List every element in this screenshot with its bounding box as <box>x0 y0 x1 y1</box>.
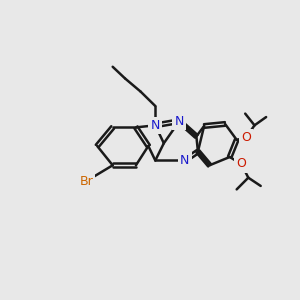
Text: N: N <box>180 154 189 167</box>
Text: Br: Br <box>80 175 93 188</box>
Text: N: N <box>175 115 184 128</box>
Text: O: O <box>236 158 246 170</box>
Text: N: N <box>151 119 160 132</box>
Text: O: O <box>241 131 251 144</box>
